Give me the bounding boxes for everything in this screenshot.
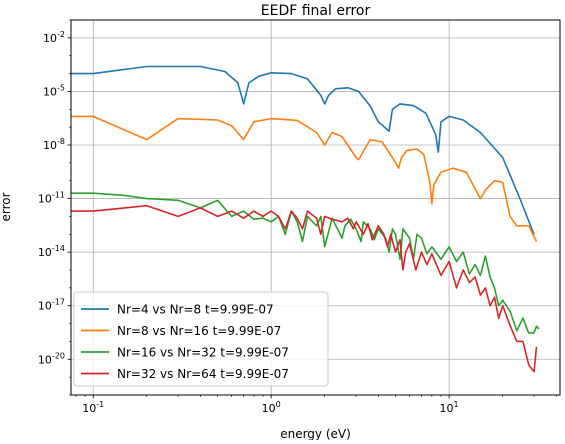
legend-label: Nr=8 vs Nr=16 t=9.99E-07 bbox=[117, 324, 281, 338]
x-tick-label: 101 bbox=[440, 400, 459, 415]
legend-label: Nr=4 vs Nr=8 t=9.99E-07 bbox=[117, 303, 274, 317]
y-tick-label: 10-8 bbox=[43, 137, 65, 152]
plot-frame bbox=[70, 19, 561, 396]
y-axis-label: error bbox=[0, 192, 13, 221]
series-lines bbox=[71, 65, 540, 373]
legend: Nr=4 vs Nr=8 t=9.99E-07 Nr=8 vs Nr=16 t=9… bbox=[73, 291, 329, 387]
y-tick-label: 10-11 bbox=[38, 191, 65, 206]
grid bbox=[71, 20, 560, 395]
legend-label: Nr=16 vs Nr=32 t=9.99E-07 bbox=[117, 346, 289, 360]
y-tick-label: 10-14 bbox=[38, 244, 65, 259]
legend-box bbox=[73, 291, 329, 387]
chart-title: EEDF final error bbox=[261, 3, 371, 19]
legend-label: Nr=32 vs Nr=64 t=9.99E-07 bbox=[117, 367, 289, 381]
y-tick-label: 10-5 bbox=[43, 83, 65, 98]
x-tick-label: 10-1 bbox=[82, 400, 104, 415]
series-line bbox=[71, 65, 535, 235]
x-axis-label: energy (eV) bbox=[280, 427, 351, 440]
x-ticks: 10-1 100 101 bbox=[75, 395, 557, 415]
x-tick-label: 100 bbox=[262, 400, 281, 415]
series-line bbox=[71, 204, 538, 373]
y-tick-label: 10-2 bbox=[43, 30, 65, 45]
series-line bbox=[71, 192, 540, 334]
y-tick-label: 10-17 bbox=[38, 298, 65, 313]
y-tick-label: 10-20 bbox=[38, 351, 65, 366]
y-ticks: 10-20 10-17 10-14 10-11 10-8 10-5 10-2 bbox=[38, 19, 71, 396]
series-line bbox=[71, 115, 538, 242]
